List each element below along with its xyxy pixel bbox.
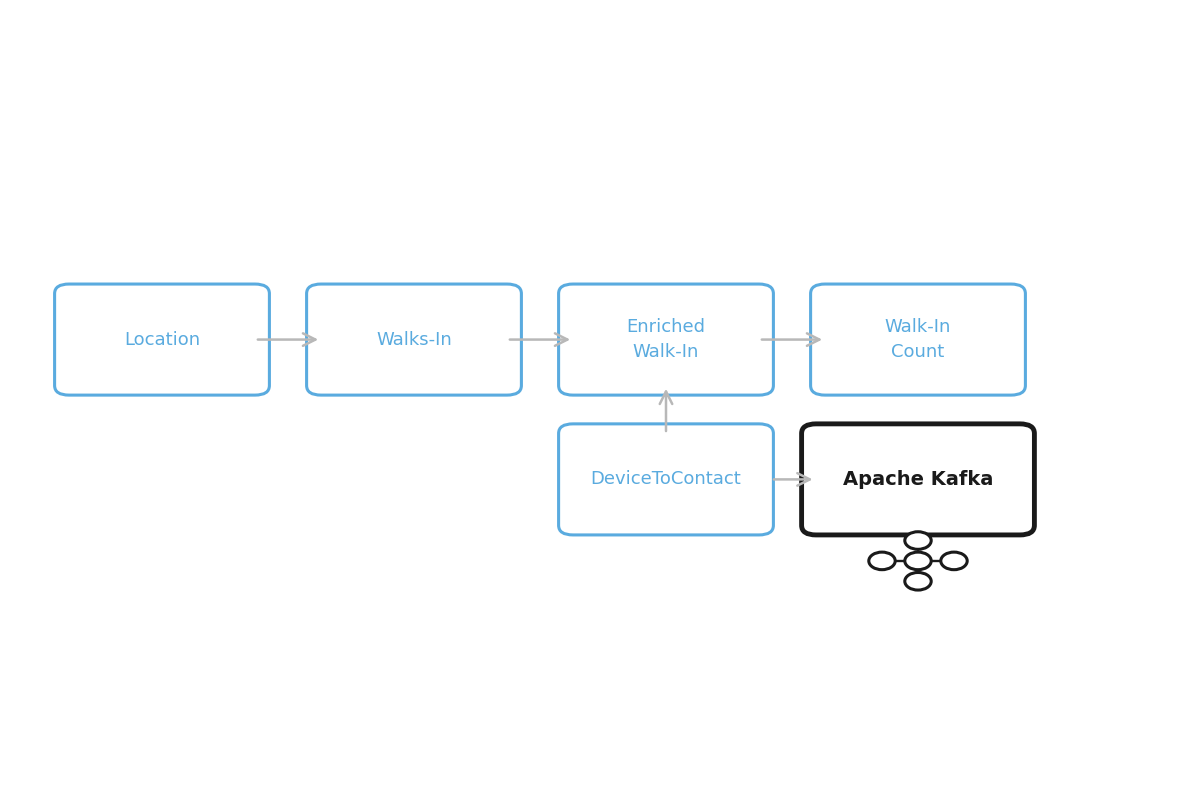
FancyBboxPatch shape	[811, 284, 1026, 396]
FancyBboxPatch shape	[55, 284, 270, 396]
Circle shape	[941, 552, 967, 570]
Text: Location: Location	[124, 331, 200, 348]
Text: Enriched
Walk-In: Enriched Walk-In	[626, 318, 706, 361]
Text: DeviceToContact: DeviceToContact	[590, 471, 742, 488]
Circle shape	[905, 532, 931, 550]
FancyBboxPatch shape	[802, 423, 1034, 535]
Text: Apache Kafka: Apache Kafka	[842, 470, 994, 489]
Circle shape	[869, 552, 895, 570]
Text: Walk-In
Count: Walk-In Count	[884, 318, 952, 361]
Circle shape	[905, 573, 931, 590]
Circle shape	[905, 552, 931, 570]
FancyBboxPatch shape	[559, 423, 774, 535]
Text: Walks-In: Walks-In	[376, 331, 452, 348]
FancyBboxPatch shape	[559, 284, 774, 396]
FancyBboxPatch shape	[307, 284, 521, 396]
